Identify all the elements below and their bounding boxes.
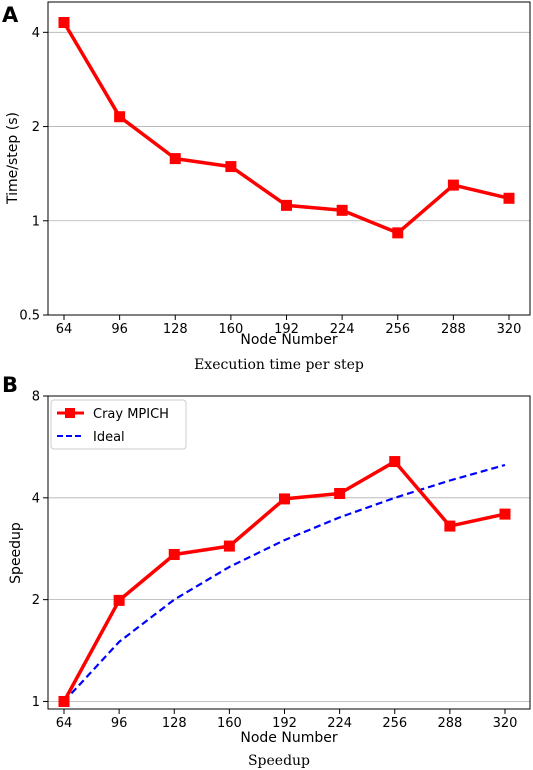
panel-a-x-tick-label: 288 [441, 322, 466, 337]
panel-a-data-point-series-1 [58, 17, 70, 29]
panel-b-ticks: 1 2 4 8 64 96 128 160 192 224 256 288 320 [32, 390, 518, 732]
legend-label-cray-mpich: Cray MPICH [93, 407, 169, 422]
legend-marker-cray-mpich [65, 408, 75, 418]
panel-a-data-point-series-1 [225, 161, 237, 173]
legend-box [50, 399, 187, 450]
panel-a-series [58, 17, 515, 239]
panel-a-data-point-series-1 [281, 199, 292, 211]
panel-a-data-point-series-1 [503, 192, 515, 204]
panel-a-x-tick-label: 256 [385, 322, 410, 337]
panel-b-y-tick-label: 4 [32, 491, 40, 506]
panel-b-data-point-cray-mpich [168, 548, 180, 560]
panel-a-x-tick-label: 96 [111, 322, 128, 337]
panel-b-caption: Speedup [248, 753, 310, 769]
panel-a-data-point-series-1 [392, 227, 404, 239]
panel-b-data-point-cray-mpich [334, 487, 346, 499]
panel-a-x-axis-label: Node Number [240, 332, 337, 348]
panel-b-data-point-cray-mpich [58, 695, 70, 707]
panel-b-x-tick-label: 160 [217, 716, 242, 731]
panel-a-data-point-series-1 [169, 153, 181, 165]
panel-a-y-axis-label: Time/step (s) [5, 112, 21, 205]
panel-a-ticks: 0.5 1 2 4 64 96 128 160 192 224 256 288 320 [19, 26, 521, 337]
panel-b-x-tick-label: 96 [111, 716, 128, 731]
panel-a-x-tick-label: 192 [274, 322, 299, 337]
panel-b-x-tick-label: 64 [56, 716, 73, 731]
panel-b-y-axis-label: Speedup [8, 522, 24, 584]
panel-b-x-axis-label: Node Number [240, 730, 337, 746]
panel-a-gridlines [48, 31, 530, 316]
panel-a-x-tick-label: 64 [56, 322, 73, 337]
panel-b-x-tick-label: 320 [493, 716, 518, 731]
panel-b-x-tick-label: 192 [272, 716, 297, 731]
panel-a-plot-frame [47, 1, 531, 316]
panel-a-y-tick-label: 4 [32, 26, 40, 41]
panel-b-data-point-cray-mpich [113, 594, 125, 606]
panel-b-data-point-cray-mpich [279, 493, 290, 505]
panel-b-data-point-cray-mpich [499, 508, 511, 520]
panel-a-caption: Execution time per step [194, 357, 364, 373]
panel-b-series-line-ideal [63, 463, 506, 703]
legend-label-ideal: Ideal [93, 430, 125, 445]
panel-b-plot-frame [47, 395, 531, 710]
panel-a-letter: A [2, 3, 19, 27]
panel-b-x-tick-label: 256 [382, 716, 407, 731]
panel-a-y-tick-label: 0.5 [19, 309, 40, 324]
panel-b: B 1 2 4 8 64 96 128 160 192 224 256 288 320 Node Num… [2, 373, 531, 769]
panel-a-y-tick-label: 1 [32, 214, 40, 229]
panel-b-data-point-cray-mpich [389, 456, 401, 468]
panel-b-letter: B [2, 373, 18, 397]
panel-a-x-tick-label: 320 [497, 322, 522, 337]
panel-a: A 0.5 1 2 4 64 96 128 160 192 224 256 288 320 Node N… [2, 1, 531, 373]
panel-a-x-tick-label: 224 [330, 322, 355, 337]
panel-b-data-point-cray-mpich [223, 540, 235, 552]
panel-b-x-tick-label: 288 [437, 716, 462, 731]
panel-a-x-tick-label: 128 [163, 322, 188, 337]
panel-b-y-tick-label: 8 [32, 390, 40, 405]
panel-a-x-tick-label: 160 [218, 322, 243, 337]
panel-a-data-point-series-1 [447, 179, 459, 191]
panel-b-series [58, 456, 511, 707]
panel-b-data-point-cray-mpich [444, 520, 456, 532]
panel-a-y-tick-label: 2 [32, 120, 40, 135]
panel-b-x-tick-label: 224 [327, 716, 352, 731]
panel-b-legend: Cray MPICH Ideal [50, 399, 187, 450]
panel-b-y-tick-label: 1 [32, 695, 40, 710]
panel-a-data-point-series-1 [114, 111, 126, 123]
panel-b-x-tick-label: 128 [162, 716, 187, 731]
panel-a-data-point-series-1 [336, 204, 348, 216]
panel-b-y-tick-label: 2 [32, 593, 40, 608]
